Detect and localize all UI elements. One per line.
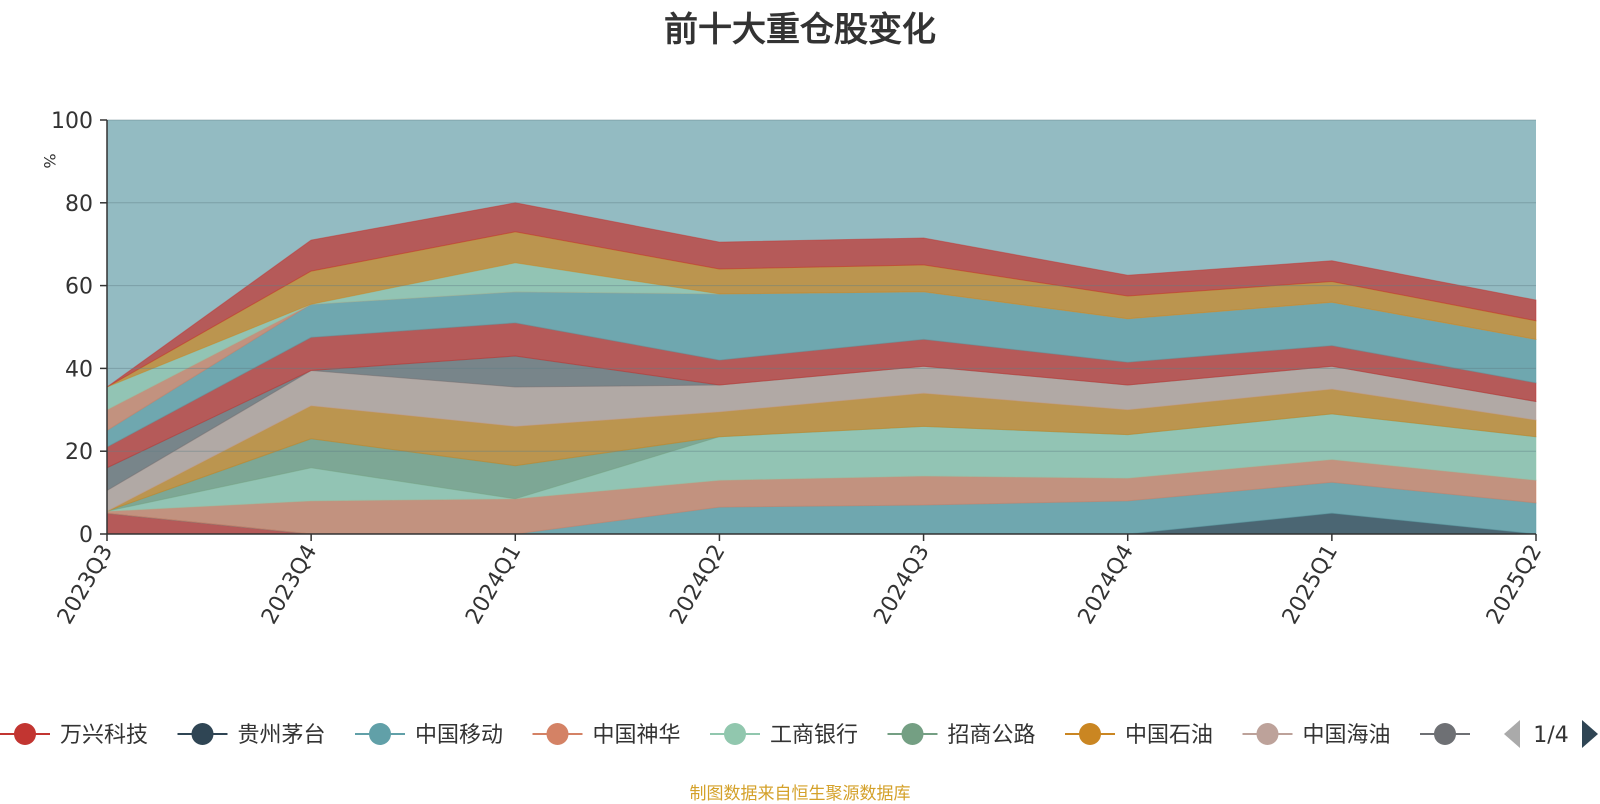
legend-item[interactable]: 招商公路	[887, 723, 1036, 748]
x-tick-label: 2024Q1	[461, 541, 526, 629]
y-tick-label: 40	[65, 357, 93, 382]
legend-marker	[1434, 723, 1456, 745]
legend-item[interactable]: 中国石油	[1065, 723, 1213, 748]
source-note: 制图数据来自恒生聚源数据库	[689, 784, 911, 804]
legend-marker	[901, 723, 924, 745]
legend-label: 万兴科技	[60, 723, 148, 748]
y-tick-label: 80	[65, 192, 93, 217]
legend-marker	[546, 723, 569, 745]
pager-prev-icon[interactable]	[1504, 720, 1520, 748]
legend-marker	[369, 723, 391, 745]
y-tick-label: 20	[65, 440, 93, 465]
pager-text: 1/4	[1533, 723, 1568, 748]
legend-item[interactable]: 中国神华	[532, 723, 681, 748]
y-tick-label: 0	[79, 523, 93, 548]
legend-label: 中国神华	[593, 723, 681, 748]
x-tick-label: 2024Q2	[665, 541, 730, 629]
legend-item[interactable]: 汇川技术	[1420, 723, 1568, 748]
legend-label: 中国移动	[415, 723, 503, 748]
area-series-15	[106, 202, 1537, 388]
chart-title: 前十大重仓股变化	[664, 10, 936, 50]
legend-marker	[14, 723, 36, 745]
legend-marker	[724, 723, 746, 745]
legend-item[interactable]: 中国移动	[355, 723, 503, 748]
legend-item[interactable]: 万兴科技	[0, 723, 148, 748]
y-axis-label: %	[40, 153, 59, 168]
legend-label: 中国石油	[1125, 723, 1213, 748]
legend-label: 工商银行	[770, 723, 858, 748]
x-tick-label: 2024Q4	[1074, 541, 1139, 629]
legend-items: 万兴科技 贵州茅台 中国移动 中国神华 工商银行 招商公路 中国石油 中国海油 汇川技术	[0, 723, 1568, 748]
legend-item[interactable]: 工商银行	[710, 723, 858, 748]
y-tick-label: 100	[51, 109, 93, 134]
legend-item[interactable]: 贵州茅台	[177, 723, 326, 748]
plot-area	[106, 120, 1537, 535]
x-tick-label: 2025Q2	[1482, 541, 1547, 629]
legend-label: 招商公路	[948, 723, 1036, 748]
legend-marker	[191, 723, 214, 745]
legend-marker	[1256, 723, 1279, 745]
legend-label: 贵州茅台	[238, 723, 326, 748]
x-tick-label: 2023Q4	[257, 541, 322, 629]
pager-next-icon[interactable]	[1582, 720, 1598, 748]
x-tick-label: 2024Q3	[869, 541, 934, 629]
y-tick-label: 60	[65, 275, 93, 300]
legend-pager: 1/4	[1504, 720, 1598, 748]
legend-item[interactable]: 中国海油	[1242, 723, 1391, 748]
x-tick-label: 2023Q3	[53, 541, 118, 629]
legend-marker	[1079, 723, 1101, 745]
x-tick-label: 2025Q1	[1278, 541, 1343, 629]
legend-label: 中国海油	[1303, 723, 1391, 748]
